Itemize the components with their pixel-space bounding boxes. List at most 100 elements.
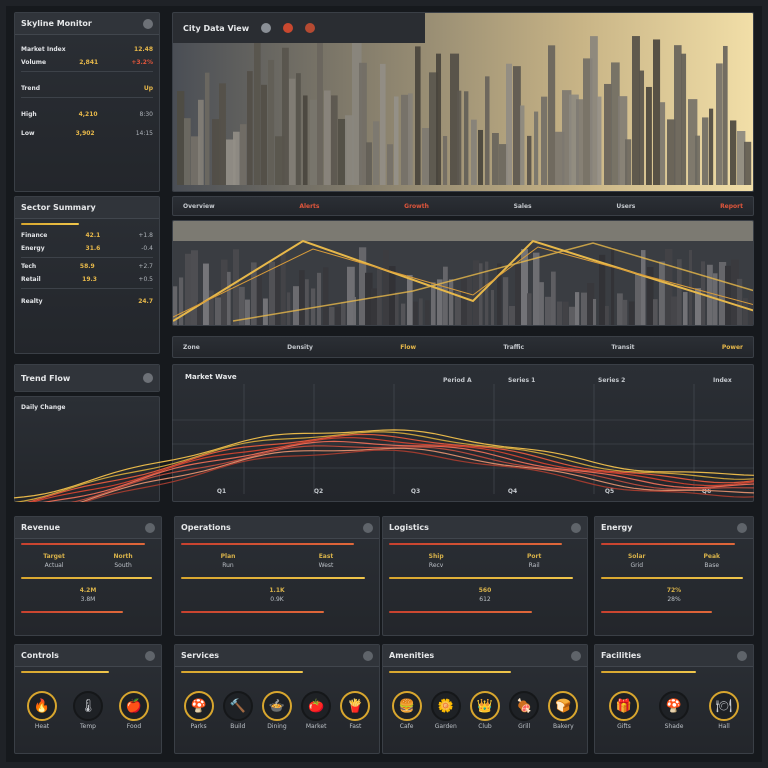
bakery-button[interactable]: 🍞 <box>548 691 579 721</box>
panel-header: Amenities <box>383 645 587 667</box>
stat-row: Tech 58.9 +2.7 <box>21 263 153 270</box>
nav-tab[interactable]: Overview <box>183 202 215 210</box>
menu-icon[interactable] <box>143 373 153 383</box>
progress-bar <box>21 671 109 673</box>
stat-row: Market Index 12.48 <box>21 46 153 53</box>
progress-bar <box>181 611 324 613</box>
food-button[interactable]: 🍎 <box>119 691 149 721</box>
progress-bar <box>21 611 124 613</box>
icon-panel: Controls 🔥 Heat 🌡 Temp 🍎 Food <box>14 644 162 754</box>
temp-icon: 🌡 <box>79 698 97 714</box>
market-button[interactable]: 🍅 <box>301 691 332 721</box>
panel-header: Energy <box>595 517 753 539</box>
food-icon: 🍎 <box>125 698 143 714</box>
more-icon[interactable] <box>363 650 373 661</box>
fast-icon: 🍟 <box>347 698 364 714</box>
stat-panel: Logistics Ship Recv Port Rail 560 612 <box>382 516 588 636</box>
bakery-icon: 🍞 <box>555 698 572 714</box>
panel-header: Skyline Monitor <box>15 13 159 35</box>
club-button[interactable]: 👑 <box>469 691 500 721</box>
panel-title: Controls <box>21 651 59 660</box>
stat-panel: Operations Plan Run East West 1.1K 0.9K <box>174 516 380 636</box>
stat-row: Volume 2,841 +3.2% <box>21 59 153 66</box>
nav-tab[interactable]: Traffic <box>503 343 525 351</box>
wave-footer: Q1 Q2 Q3 Q4 Q5 Q6 <box>216 488 712 495</box>
parks-button[interactable]: 🍄 <box>183 691 214 721</box>
left-panel-market: Skyline Monitor Market Index 12.48 Volume… <box>14 12 160 192</box>
panel-title: Logistics <box>389 523 429 532</box>
cloud-icon[interactable] <box>261 23 272 33</box>
wave-graphic <box>14 384 754 502</box>
icon-panel: Amenities 🍔 Cafe 🌼 Garden 👑 Club 🍖 Grill 🍞 Bakery <box>382 644 588 754</box>
dining-button[interactable]: 🍲 <box>261 691 292 721</box>
grill-icon: 🍖 <box>516 698 533 714</box>
nav-strip-bottom: Zone Density Flow Traffic Transit Power <box>172 336 754 358</box>
progress-bar <box>389 577 573 579</box>
more-icon[interactable] <box>737 522 747 533</box>
stat-row: High 4,210 8:30 <box>21 111 153 118</box>
cafe-icon: 🍔 <box>398 698 415 714</box>
lock-icon[interactable] <box>305 23 316 33</box>
panel-title: Revenue <box>21 523 61 532</box>
panel-title: Sector Summary <box>21 203 96 212</box>
panel-header: Facilities <box>595 645 753 667</box>
club-icon: 👑 <box>476 698 494 714</box>
progress-bar <box>181 671 304 673</box>
shade-button[interactable]: 🍄 <box>659 691 689 721</box>
panel-title: Skyline Monitor <box>21 19 92 28</box>
nav-tab[interactable]: Report <box>720 202 743 210</box>
city-map-panel <box>172 220 754 326</box>
progress-bar <box>389 671 512 673</box>
temp-button[interactable]: 🌡 <box>73 691 103 721</box>
more-icon[interactable] <box>145 650 155 661</box>
stat-row: Low 3,902 14:15 <box>21 130 153 137</box>
cafe-button[interactable]: 🍔 <box>391 691 422 721</box>
gifts-button[interactable]: 🎁 <box>609 691 639 721</box>
nav-tab[interactable]: Transit <box>611 343 635 351</box>
nav-tab[interactable]: Power <box>721 343 743 351</box>
nav-tab[interactable]: Zone <box>183 343 200 351</box>
garden-button[interactable]: 🌼 <box>430 691 461 721</box>
build-button[interactable]: 🔨 <box>222 691 253 721</box>
nav-tab[interactable]: Users <box>616 202 636 210</box>
alert-icon[interactable] <box>283 23 294 33</box>
nav-tab[interactable]: Flow <box>400 343 417 351</box>
nav-tab[interactable]: Sales <box>513 202 532 210</box>
build-icon: 🔨 <box>229 698 246 714</box>
left-panel-sectors: Sector Summary Finance 42.1 +1.8 Energy 31.… <box>14 196 160 354</box>
progress-bar <box>21 223 79 225</box>
more-icon[interactable] <box>571 522 581 533</box>
dining-icon: 🍲 <box>268 698 286 714</box>
settings-icon[interactable] <box>143 18 153 29</box>
more-icon[interactable] <box>737 650 747 661</box>
wave-left-header: Trend Flow <box>14 364 160 392</box>
hall-button[interactable]: 🍽 <box>709 691 739 721</box>
grill-button[interactable]: 🍖 <box>509 691 540 721</box>
progress-bar <box>601 543 736 545</box>
panel-header: Services <box>175 645 379 667</box>
shade-icon: 🍄 <box>665 698 683 714</box>
panel-header: Operations <box>175 517 379 539</box>
panel-header: Sector Summary <box>15 197 159 219</box>
progress-bar <box>181 543 355 545</box>
progress-bar <box>601 577 744 579</box>
nav-tab[interactable]: Density <box>287 343 313 351</box>
fast-button[interactable]: 🍟 <box>340 691 371 721</box>
more-icon[interactable] <box>363 522 373 533</box>
progress-bar <box>389 543 563 545</box>
stat-row: Finance 42.1 +1.8 <box>21 232 153 239</box>
progress-bar <box>389 611 532 613</box>
stat-panel: Revenue Target Actual North South 4.2M 3.8M <box>14 516 162 636</box>
panel-title: Operations <box>181 523 231 532</box>
nav-tab[interactable]: Alerts <box>299 202 320 210</box>
stat-row: Retail 19.3 +0.5 <box>21 276 153 283</box>
panel-header: Controls <box>15 645 161 667</box>
panel-title: Amenities <box>389 651 435 660</box>
gifts-icon: 🎁 <box>615 698 633 714</box>
more-icon[interactable] <box>571 650 581 661</box>
nav-tab[interactable]: Growth <box>404 202 429 210</box>
more-icon[interactable] <box>145 522 155 533</box>
heat-button[interactable]: 🔥 <box>27 691 57 721</box>
market-icon: 🍅 <box>308 698 325 714</box>
heat-icon: 🔥 <box>33 698 51 714</box>
